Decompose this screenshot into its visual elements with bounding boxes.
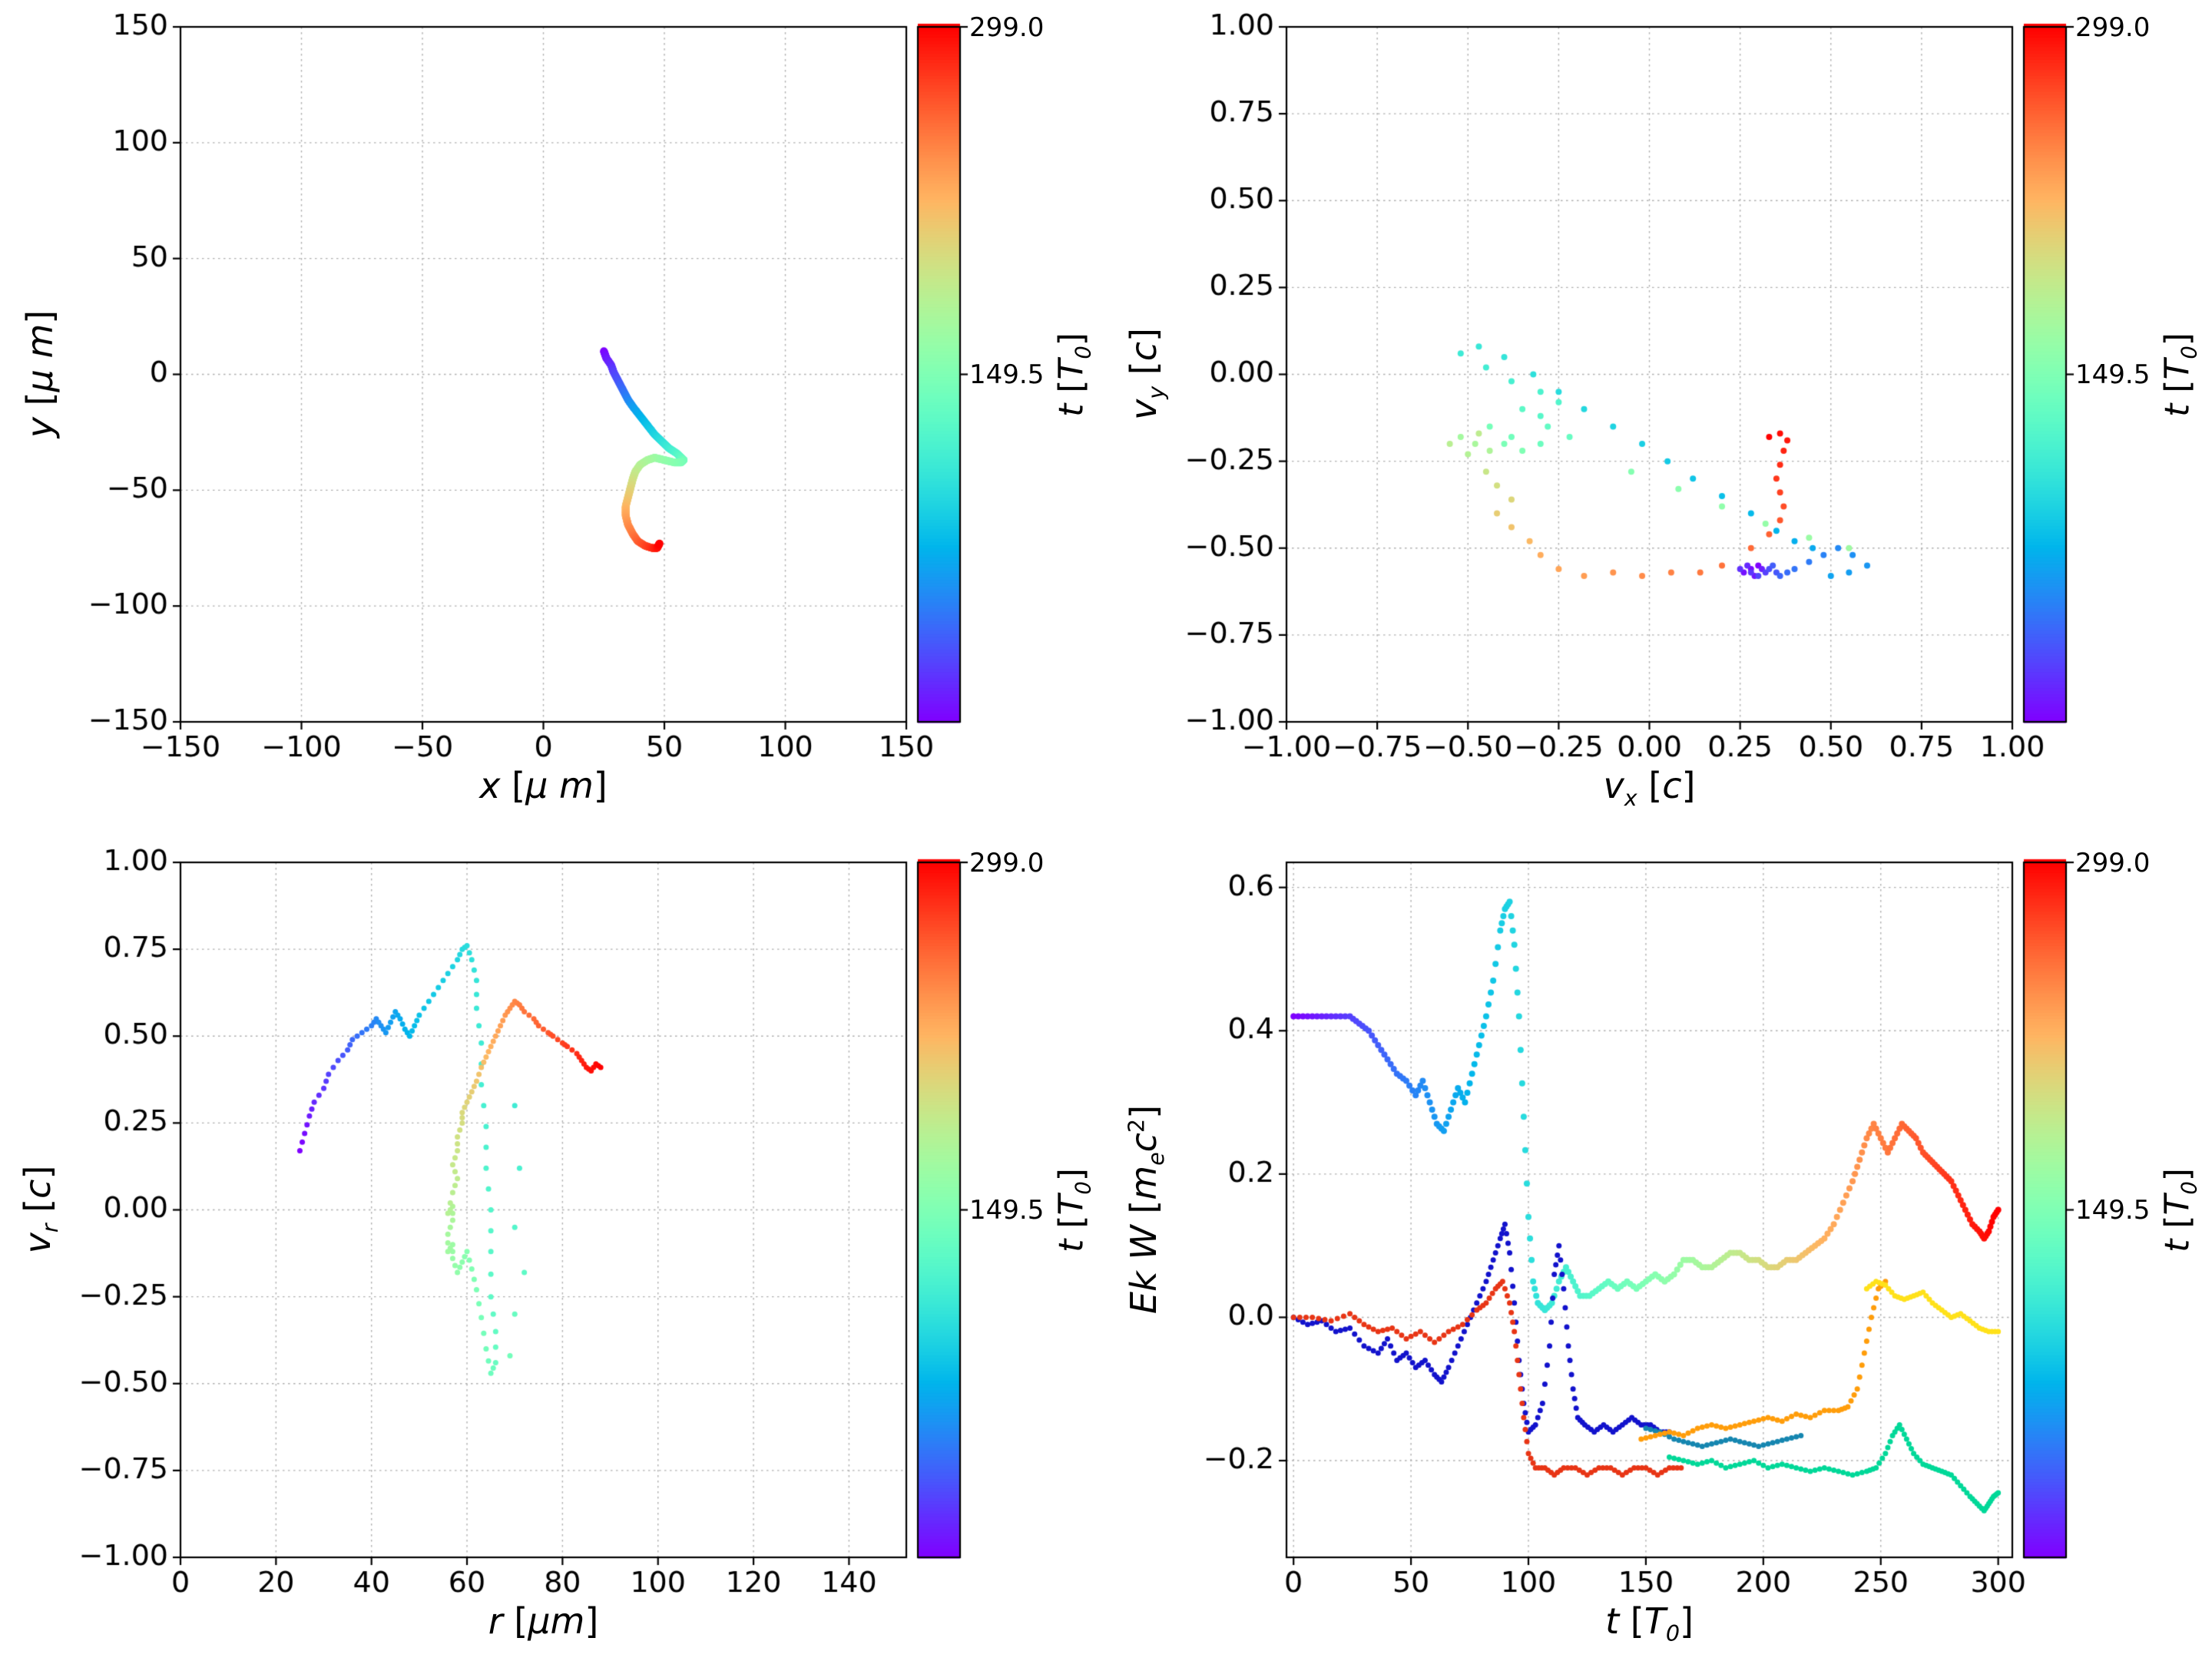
label-segment: [ — [1123, 1199, 1165, 1226]
label-segment: ] — [19, 309, 61, 324]
label-segment: ] — [1681, 765, 1696, 806]
label-segment: v — [17, 1233, 59, 1254]
label-segment: ] — [2157, 1168, 2197, 1182]
label-segment: [ — [502, 1600, 528, 1642]
label-segment: ] — [1123, 328, 1165, 342]
label-segment: 0 — [2177, 1181, 2202, 1195]
label-segment: ] — [1679, 1600, 1694, 1642]
label-segment: r — [488, 1600, 503, 1642]
colorbar-axis-label: t [T0] — [2158, 1168, 2202, 1252]
energy-plot-canvas — [1106, 836, 2212, 1671]
label-segment: μ m — [19, 323, 61, 392]
label-segment: ] — [17, 1165, 59, 1180]
colorbar-mid-tick-label: 149.5 — [2075, 359, 2151, 390]
y-axis-label: vy [c] — [1123, 328, 1169, 420]
label-segment: t — [2157, 1239, 2197, 1252]
label-segment: x — [1624, 785, 1637, 811]
label-segment: ] — [593, 765, 608, 806]
panel-velocity-space: vx [c] vy [c] 299.0 149.5 t [T0] — [1106, 0, 2212, 836]
label-segment: x — [479, 765, 512, 806]
label-segment: T — [2157, 1194, 2197, 1216]
label-segment: ] — [1123, 1104, 1165, 1119]
label-segment: t — [1051, 1239, 1091, 1252]
label-segment: μm — [528, 1600, 585, 1642]
r-vr-plot-canvas — [0, 836, 1106, 1671]
label-segment: T — [2157, 359, 2197, 380]
colorbar-max-tick-label: 299.0 — [969, 12, 1045, 43]
y-axis-label: vr [c] — [17, 1166, 63, 1254]
label-segment: [ — [19, 392, 61, 406]
label-segment: ] — [1051, 333, 1091, 346]
label-segment: e — [1143, 1152, 1169, 1166]
x-axis-label: t [T0] — [1286, 1600, 2012, 1646]
colorbar-mid-tick-label: 149.5 — [969, 359, 1045, 390]
label-segment: t — [1605, 1600, 1620, 1642]
label-segment: v — [1123, 399, 1165, 420]
label-segment: 0 — [2177, 346, 2202, 359]
label-segment: [ — [1051, 1215, 1091, 1239]
label-segment: y — [1143, 385, 1169, 399]
x-axis-label: x [μ m] — [180, 765, 906, 806]
colorbar-max-tick-label: 299.0 — [2075, 12, 2151, 43]
label-segment: v — [1603, 765, 1624, 806]
label-segment: [ — [17, 1198, 59, 1224]
colorbar-mid-tick-label: 149.5 — [2075, 1195, 2151, 1226]
label-segment: m — [1123, 1165, 1165, 1200]
panel-r-vr: r [μm] vr [c] 299.0 149.5 t [T0] — [0, 836, 1106, 1671]
label-segment: t — [2157, 403, 2197, 417]
x-axis-label: vx [c] — [1286, 765, 2012, 811]
label-segment: ] — [584, 1600, 599, 1642]
label-segment: T — [1644, 1600, 1666, 1642]
label-segment: y — [19, 405, 61, 438]
label-segment: [ — [1637, 765, 1663, 806]
panel-xy-trajectory: x [μ m] y [μ m] 299.0 149.5 t [T0] — [0, 0, 1106, 836]
label-segment: [ — [1051, 379, 1091, 404]
label-segment: 2 — [1124, 1118, 1150, 1133]
label-segment: Ek W — [1123, 1225, 1165, 1315]
label-segment: [ — [1619, 1600, 1644, 1642]
label-segment: ] — [1051, 1168, 1091, 1182]
label-segment: r — [37, 1223, 63, 1233]
label-segment: T — [1051, 359, 1091, 380]
label-segment: c — [17, 1179, 59, 1199]
label-segment: [ — [2157, 379, 2197, 404]
label-segment: 0 — [1071, 1181, 1096, 1195]
colorbar-mid-tick-label: 149.5 — [969, 1195, 1045, 1226]
colorbar-axis-label: t [T0] — [1052, 1168, 1096, 1252]
label-segment: c — [1123, 1133, 1165, 1153]
colorbar-max-tick-label: 299.0 — [2075, 848, 2151, 879]
colorbar-axis-label: t [T0] — [2158, 333, 2202, 417]
y-axis-label: y [μ m] — [19, 310, 61, 438]
label-segment: [ — [1123, 361, 1165, 386]
label-segment: μ m — [525, 765, 594, 806]
label-segment: ] — [2157, 333, 2197, 346]
label-segment: T — [1051, 1194, 1091, 1216]
x-axis-label: r [μm] — [180, 1600, 906, 1642]
label-segment: c — [1662, 765, 1682, 806]
y-axis-label: Ek W [mec2] — [1123, 1105, 1169, 1314]
label-segment: [ — [512, 765, 526, 806]
colorbar-max-tick-label: 299.0 — [969, 848, 1045, 879]
label-segment: [ — [2157, 1215, 2197, 1239]
panel-energy-time: t [T0] Ek W [mec2] 299.0 149.5 t [T0] — [1106, 836, 2212, 1671]
label-segment: c — [1123, 341, 1165, 362]
xy-plot-canvas — [0, 0, 1106, 836]
label-segment: 0 — [1665, 1620, 1680, 1646]
vx-vy-plot-canvas — [1106, 0, 2212, 836]
colorbar-axis-label: t [T0] — [1052, 333, 1096, 417]
label-segment: 0 — [1071, 346, 1096, 359]
label-segment: t — [1051, 403, 1091, 417]
